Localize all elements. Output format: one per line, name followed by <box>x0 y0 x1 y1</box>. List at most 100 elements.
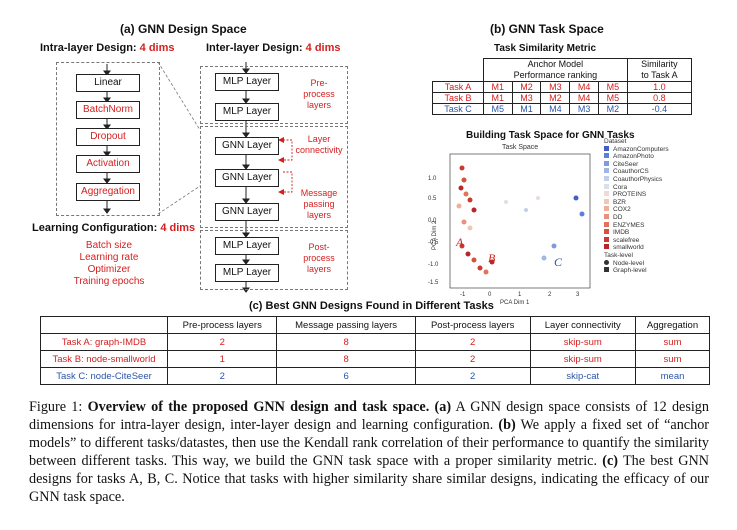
scatter-point <box>551 243 557 249</box>
legend-swatch <box>604 168 609 174</box>
xtick-label: 2 <box>548 292 552 298</box>
legend-label: CoauthorPhysics <box>613 175 663 183</box>
xtick-label: -1 <box>460 292 466 298</box>
table-row: Task A M1 M2 M3 M4 M5 1.0 <box>432 81 693 93</box>
scatter-point <box>483 269 489 275</box>
preprocess-label: Pre- process layers <box>303 78 335 110</box>
scatter-point <box>504 200 508 204</box>
learning-heading: Learning Configuration: 4 dims <box>32 222 195 234</box>
rank-cell: M2 <box>540 92 571 104</box>
xtick-label: 1 <box>518 292 522 298</box>
legend-item: DD <box>604 213 669 222</box>
legend-item: AmazonComputers <box>604 145 669 154</box>
legend-item: Cora <box>604 183 669 192</box>
rank-cell: M5 <box>482 103 513 115</box>
xtick-label: 3 <box>576 292 580 298</box>
learning-item: Training epochs <box>73 276 145 287</box>
learning-title: Learning Configuration: <box>32 222 158 234</box>
scatter-point <box>459 165 465 171</box>
point-label-a: A <box>455 235 464 249</box>
legend-level-label: Node-level <box>613 259 645 267</box>
caption-text-a: A GNN design space consists of 12 design… <box>29 399 709 433</box>
gnn-layer-box: GNN Layer <box>215 137 279 155</box>
point-label-b: B <box>488 251 496 265</box>
caption-prefix: Figure 1: <box>29 399 83 415</box>
table-row: Task B: node-smallworld 1 8 2 skip-sum s… <box>40 350 710 368</box>
legend-level-title: Task-level <box>604 251 633 259</box>
legend-swatch <box>604 236 609 242</box>
value-cell: 6 <box>276 367 416 385</box>
intra-box-aggregation: Aggregation <box>76 183 140 201</box>
scatter-point <box>541 255 547 261</box>
task-space-scatter: 1.0 0.5 0.0 -0.5 -1.0 -1.5 -1 0 1 2 3 PC… <box>428 153 591 306</box>
x-axis-label: PCA Dim 1 <box>500 300 530 306</box>
caption-text-b: We apply a fixed set of “anchor models” … <box>29 417 710 469</box>
rank-cell: M4 <box>569 92 600 104</box>
ytick-label: 0.5 <box>428 196 437 202</box>
value-cell: mean <box>635 367 710 385</box>
scatter-point <box>463 191 469 197</box>
rank-cell: M2 <box>598 103 628 115</box>
legend-item: CiteSeer <box>604 160 669 169</box>
value-cell: 8 <box>276 350 416 368</box>
rank-cell: M1 <box>511 103 542 115</box>
table-corner <box>432 58 484 82</box>
metric-title: Task Similarity Metric <box>494 43 597 54</box>
postprocess-region <box>200 230 348 290</box>
legend-item: CoauthorCS <box>604 168 669 176</box>
legend-swatch <box>604 183 609 189</box>
legend-label: ENZYMES <box>613 221 645 229</box>
value-cell: sum <box>635 350 710 368</box>
legend-swatch <box>604 145 609 151</box>
legend-label: PROTEINS <box>613 191 647 199</box>
scatter-point <box>458 185 464 191</box>
ytick-label: -0.5 <box>428 240 439 246</box>
legend-label: AmazonComputers <box>613 145 669 153</box>
legend-label: BZR <box>613 198 626 206</box>
similarity-table: Anchor Model Performance ranking Similar… <box>432 58 693 115</box>
task-cell: Task B <box>432 92 484 104</box>
learning-items: Batch size Learning rate Optimizer Train… <box>54 240 164 288</box>
value-cell: 1 <box>166 350 278 368</box>
task-space-plot-title: Task Space <box>502 144 539 151</box>
legend-item: PROTEINS <box>604 191 669 199</box>
scatter-point <box>471 207 477 213</box>
table-row: Task B M1 M3 M2 M4 M5 0.8 <box>432 92 693 104</box>
legend-item: COX2 <box>604 206 669 214</box>
legend-item: ENZYMES <box>604 221 669 230</box>
point-label-c: C <box>554 255 563 269</box>
best-designs-table: Pre-process layers Message passing layer… <box>40 316 710 385</box>
space-title: Building Task Space for GNN Tasks <box>466 130 635 141</box>
legend-swatch <box>604 213 609 219</box>
legend-item: AmazonPhoto <box>604 153 669 161</box>
intra-box-dropout: Dropout <box>76 128 140 146</box>
task-cell: Task C <box>432 103 484 115</box>
legend-item: IMDB <box>604 229 669 237</box>
connectivity-region <box>200 126 348 228</box>
scatter-point <box>524 208 528 212</box>
intra-layer-heading: Intra-layer Design: 4 dims <box>40 42 175 54</box>
task-cell: Task B: node-smallworld <box>40 350 168 368</box>
scatter-point <box>459 243 465 249</box>
legend-item: CoauthorPhysics <box>604 175 669 184</box>
table-row: Task C: node-CiteSeer 2 6 2 skip-cat mea… <box>40 367 710 385</box>
rank-cell: M3 <box>511 92 542 104</box>
rank-cell: M5 <box>598 92 628 104</box>
scatter-legend: Dataset AmazonComputers AmazonPhoto CiteSe… <box>604 138 669 275</box>
mlp-layer-box: MLP Layer <box>215 73 279 91</box>
intra-box-linear: Linear <box>76 74 140 92</box>
ytick-label: 0.0 <box>428 218 437 224</box>
legend-swatch <box>604 221 609 227</box>
ytick-label: -1.5 <box>428 280 439 286</box>
rank-cell: M1 <box>482 81 513 93</box>
learning-item: Learning rate <box>79 252 139 263</box>
postprocess-label: Post- process layers <box>303 242 335 274</box>
legend-swatch <box>604 244 609 250</box>
table-row: Task C M5 M1 M4 M3 M2 -0.4 <box>432 103 693 115</box>
legend-level-item: Graph-level <box>604 267 669 275</box>
gnn-layer-box: GNN Layer <box>215 169 279 187</box>
inter-layer-dims: 4 dims <box>305 42 341 54</box>
value-cell: 2 <box>414 367 531 385</box>
legend-swatch <box>604 191 609 197</box>
similarity-cell: 0.8 <box>626 92 693 104</box>
